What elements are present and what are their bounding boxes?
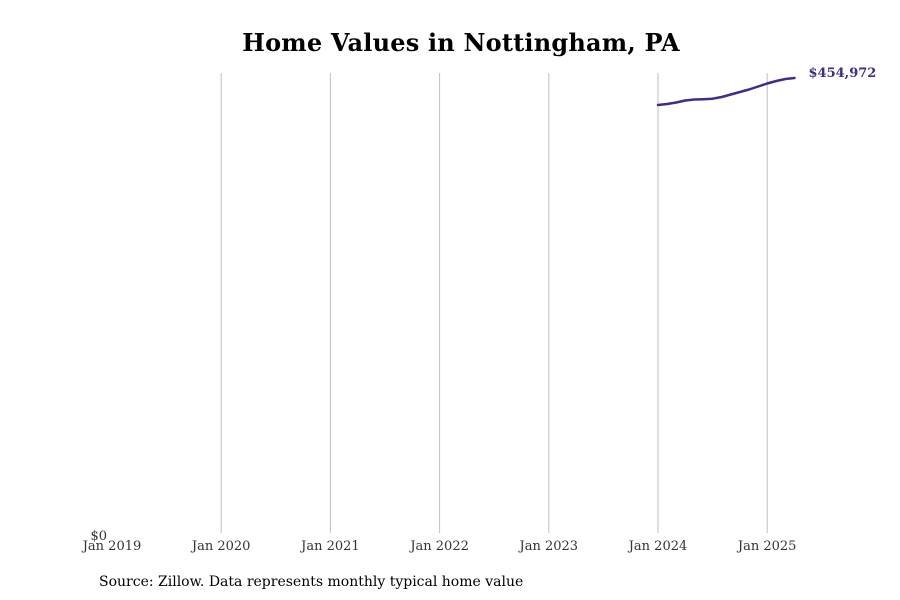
- source-note: Source: Zillow. Data represents monthly …: [99, 574, 524, 590]
- x-tick-label: Jan 2019: [81, 539, 142, 554]
- series-layer: [656, 76, 796, 107]
- end-value-label: $454,972: [809, 66, 877, 81]
- x-tick-label: Jan 2020: [190, 539, 251, 554]
- x-tick-label: Jan 2025: [736, 539, 797, 554]
- x-tick-label: Jan 2023: [518, 539, 579, 554]
- x-tick-label: Jan 2024: [627, 539, 688, 554]
- x-tick-label: Jan 2022: [408, 539, 469, 554]
- x-tick-label: Jan 2021: [299, 539, 360, 554]
- chart-title: Home Values in Nottingham, PA: [242, 28, 680, 57]
- y-tick-label: $0: [90, 529, 107, 544]
- series-line-0: [656, 76, 796, 107]
- tick-labels: Jan 2019 Jan 2020 Jan 2021 Jan 2022 Jan 2023…: [81, 66, 877, 554]
- grid-lines: [220, 73, 768, 533]
